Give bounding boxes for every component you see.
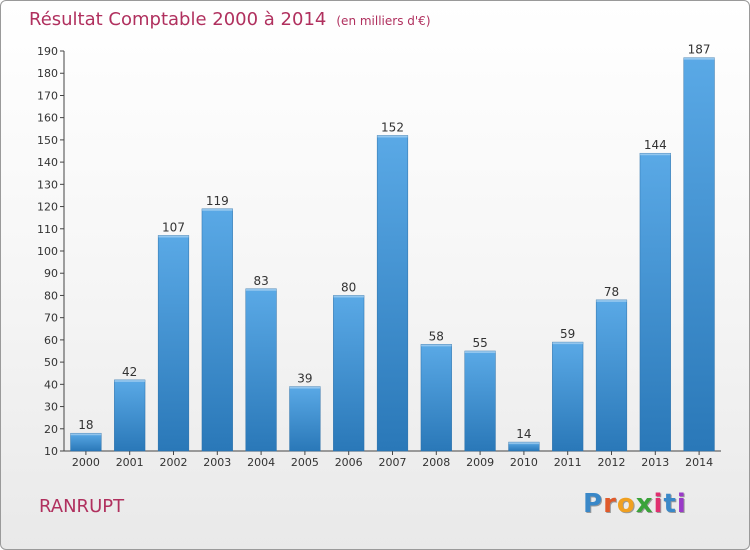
x-tick-label: 2004 [247, 456, 275, 469]
y-tick-label: 140 [37, 156, 58, 169]
x-tick-label: 2008 [422, 456, 450, 469]
x-tick-label: 2009 [466, 456, 494, 469]
y-tick-label: 120 [37, 201, 58, 214]
bar [289, 386, 321, 452]
bar-value-label: 14 [516, 427, 531, 441]
commune-name: RANRUPT [39, 496, 125, 517]
bars: 18 42 107 119 83 39 80 152 58 55 14 59 78 144 187 [70, 43, 715, 452]
y-tick-label: 30 [44, 401, 58, 414]
bar-sheen [683, 57, 715, 60]
bar-value-label: 144 [644, 138, 667, 152]
x-tick-label: 2000 [72, 456, 100, 469]
y-tick-label: 10 [44, 445, 58, 458]
logo-letter: r [603, 489, 617, 519]
bar-sheen [464, 351, 496, 353]
bar-sheen [245, 288, 277, 291]
bar-value-label: 59 [560, 327, 575, 341]
bar-value-label: 18 [78, 418, 93, 432]
bar-sheen [70, 433, 102, 436]
bar [420, 344, 452, 452]
x-tick-label: 2006 [335, 456, 363, 469]
bar [508, 441, 540, 452]
bar-value-label: 152 [381, 120, 404, 134]
logo-letter: i [676, 489, 687, 519]
y-tick-label: 80 [44, 289, 58, 302]
logo-letter: x [635, 489, 654, 519]
logo-letter: i [653, 489, 664, 519]
bar [552, 341, 584, 452]
bar-sheen [420, 344, 452, 347]
x-tick-label: 2012 [598, 456, 626, 469]
bar [70, 432, 102, 452]
bar [639, 152, 671, 452]
bar-sheen [333, 295, 365, 298]
logo-letter: t [663, 489, 677, 519]
chart-title: Résultat Comptable 2000 à 2014 (en millie… [29, 9, 431, 30]
y-tick-label: 190 [37, 45, 58, 58]
x-tick-label: 2007 [379, 456, 407, 469]
chart-title-text: Résultat Comptable 2000 à 2014 [29, 9, 327, 30]
logo-letter: o [616, 489, 636, 519]
bar-sheen [639, 153, 671, 156]
y-tick-label: 170 [37, 89, 58, 102]
proxiti-logo[interactable]: Proxiti [583, 489, 687, 519]
bar-value-label: 83 [253, 274, 268, 288]
bar-value-label: 80 [341, 280, 356, 294]
bar-sheen [158, 235, 189, 238]
bar-value-label: 39 [297, 372, 312, 386]
y-tick-label: 70 [44, 312, 58, 325]
y-tick-label: 110 [37, 223, 58, 236]
y-tick-label: 100 [37, 245, 58, 258]
bar [114, 379, 146, 452]
bar-value-label: 78 [604, 285, 619, 299]
x-tick-label: 2001 [116, 456, 144, 469]
y-tick-label: 180 [37, 67, 58, 80]
y-tick-label: 130 [37, 178, 58, 191]
bar [245, 288, 277, 452]
bar-value-label: 55 [472, 336, 487, 350]
x-tick-label: 2003 [203, 456, 231, 469]
y-tick-label: 150 [37, 134, 58, 147]
x-tick-label: 2011 [554, 456, 582, 469]
bar [683, 57, 715, 452]
bar-sheen [596, 299, 627, 302]
x-tick-label: 2005 [291, 456, 319, 469]
bar-sheen [377, 135, 408, 138]
bar [201, 208, 233, 452]
bar [157, 235, 190, 452]
y-tick-label: 50 [44, 356, 58, 369]
bar [376, 135, 409, 452]
y-tick-label: 20 [44, 423, 58, 436]
bar-value-label: 58 [429, 329, 444, 343]
y-tick-label: 90 [44, 267, 58, 280]
bar [595, 299, 628, 452]
x-tick-label: 2002 [160, 456, 188, 469]
bar-sheen [508, 442, 540, 445]
x-tick-label: 2013 [641, 456, 669, 469]
bar-value-label: 119 [206, 194, 229, 208]
logo-letter: P [583, 489, 604, 519]
bar-value-label: 107 [162, 220, 185, 234]
y-tick-label: 40 [44, 378, 58, 391]
y-tick-label: 160 [37, 112, 58, 125]
y-axis: 10 20 30 40 50 60 70 80 90 100 110 120 130 140 150 160 1… [37, 45, 65, 458]
x-tick-label: 2010 [510, 456, 538, 469]
bar-value-label: 187 [688, 43, 711, 57]
bar-value-label: 42 [122, 365, 137, 379]
y-tick-label: 60 [44, 334, 58, 347]
chart-subtitle: (en milliers d'€) [336, 14, 431, 28]
bar [464, 350, 496, 452]
bar-sheen [201, 208, 233, 211]
bar-sheen [552, 342, 584, 345]
bar-sheen [114, 379, 146, 382]
x-tick-label: 2014 [685, 456, 713, 469]
x-axis: 2000 2001 2002 2003 2004 2005 2006 2007 2008 2009… [64, 450, 721, 469]
bar-sheen [289, 386, 321, 389]
bar [333, 295, 365, 452]
